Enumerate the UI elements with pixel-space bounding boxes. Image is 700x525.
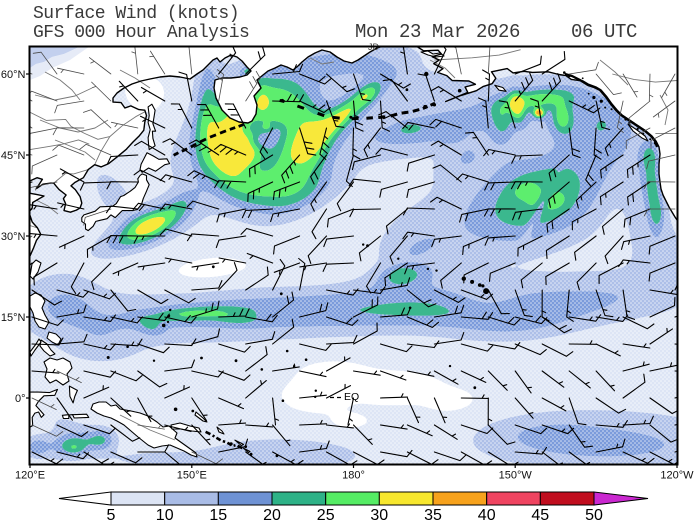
svg-text:35: 35: [424, 507, 442, 524]
svg-text:5: 5: [107, 507, 116, 524]
svg-text:06 UTC: 06 UTC: [571, 21, 637, 43]
svg-text:GFS 000 Hour Analysis: GFS 000 Hour Analysis: [33, 23, 249, 43]
svg-text:15°N: 15°N: [1, 312, 26, 324]
svg-text:EQ: EQ: [344, 391, 359, 403]
svg-text:15: 15: [209, 507, 227, 524]
svg-text:150°E: 150°E: [177, 470, 207, 482]
svg-text:20: 20: [263, 507, 281, 524]
svg-text:10: 10: [156, 507, 174, 524]
svg-text:0°: 0°: [15, 393, 26, 405]
svg-text:30°N: 30°N: [1, 231, 26, 243]
svg-text:40: 40: [478, 507, 496, 524]
svg-text:60°N: 60°N: [1, 69, 26, 81]
svg-text:150°W: 150°W: [499, 470, 533, 482]
svg-text:50: 50: [585, 507, 603, 524]
svg-text:25: 25: [317, 507, 335, 524]
svg-text:45: 45: [531, 507, 549, 524]
svg-text:Surface Wind (knots): Surface Wind (knots): [33, 4, 239, 24]
svg-text:30: 30: [370, 507, 388, 524]
svg-text:120°E: 120°E: [15, 470, 45, 482]
svg-text:45°N: 45°N: [1, 150, 26, 162]
svg-text:Mon 23 Mar 2026: Mon 23 Mar 2026: [355, 21, 520, 43]
svg-text:120°W: 120°W: [660, 470, 694, 482]
svg-text:180°: 180°: [342, 470, 365, 482]
